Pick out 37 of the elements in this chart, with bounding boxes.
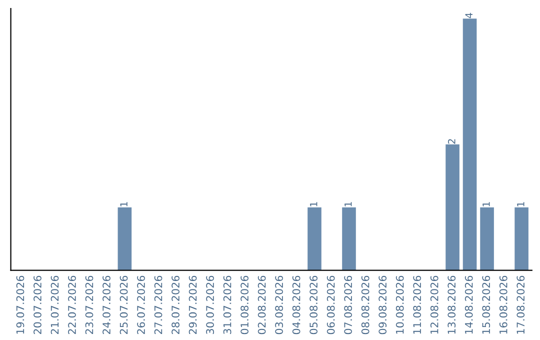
x-tick-label: 29.07.2026: [188, 276, 197, 334]
x-tick-label: 09.08.2026: [378, 276, 387, 334]
x-tick-label: 01.08.2026: [240, 276, 248, 334]
data-label: 2: [448, 139, 456, 144]
data-label: 1: [310, 202, 318, 206]
data-label: 1: [517, 202, 524, 206]
data-label: 1: [120, 202, 128, 206]
x-tick-label: 30.07.2026: [206, 276, 214, 334]
x-tick-label: 27.07.2026: [154, 276, 162, 334]
x-tick-label: 19.07.2026: [16, 276, 24, 334]
x-tick-label: 08.08.2026: [361, 276, 370, 334]
x-tick-label: 06.08.2026: [326, 276, 335, 334]
x-tick-label: 31.07.2026: [223, 276, 232, 334]
data-label: 4: [465, 12, 472, 18]
x-tick-label: 25.07.2026: [120, 276, 128, 334]
x-tick-label: 10.08.2026: [396, 276, 404, 334]
x-tick-label: 28.07.2026: [172, 276, 180, 334]
data-label: 1: [344, 202, 352, 206]
x-tick-label: 24.07.2026: [102, 276, 110, 334]
x-tick-label: 21.07.2026: [50, 276, 59, 334]
x-tick-label: 05.08.2026: [310, 276, 318, 334]
x-tick-label: 11.08.2026: [413, 276, 422, 334]
x-tick-label: 03.08.2026: [275, 276, 283, 334]
x-tick-label: 20.07.2026: [34, 276, 42, 334]
x-tick-label: 07.08.2026: [344, 276, 352, 334]
x-tick-label: 04.08.2026: [292, 276, 300, 334]
x-tick-label: 15.08.2026: [482, 276, 490, 334]
x-tick-label: 26.07.2026: [137, 276, 145, 334]
x-tick-label: 13.08.2026: [448, 276, 456, 334]
x-tick-label: 16.08.2026: [499, 276, 508, 334]
x-tick-label: 17.08.2026: [516, 276, 525, 334]
x-tick-label: 12.08.2026: [430, 276, 438, 334]
x-tick-label: 14.08.2026: [464, 276, 473, 334]
x-tick-label: 02.08.2026: [258, 276, 266, 334]
x-tick-label: 22.07.2026: [68, 276, 76, 334]
data-label: 1: [482, 202, 490, 206]
x-tick-label: 23.07.2026: [85, 276, 94, 334]
